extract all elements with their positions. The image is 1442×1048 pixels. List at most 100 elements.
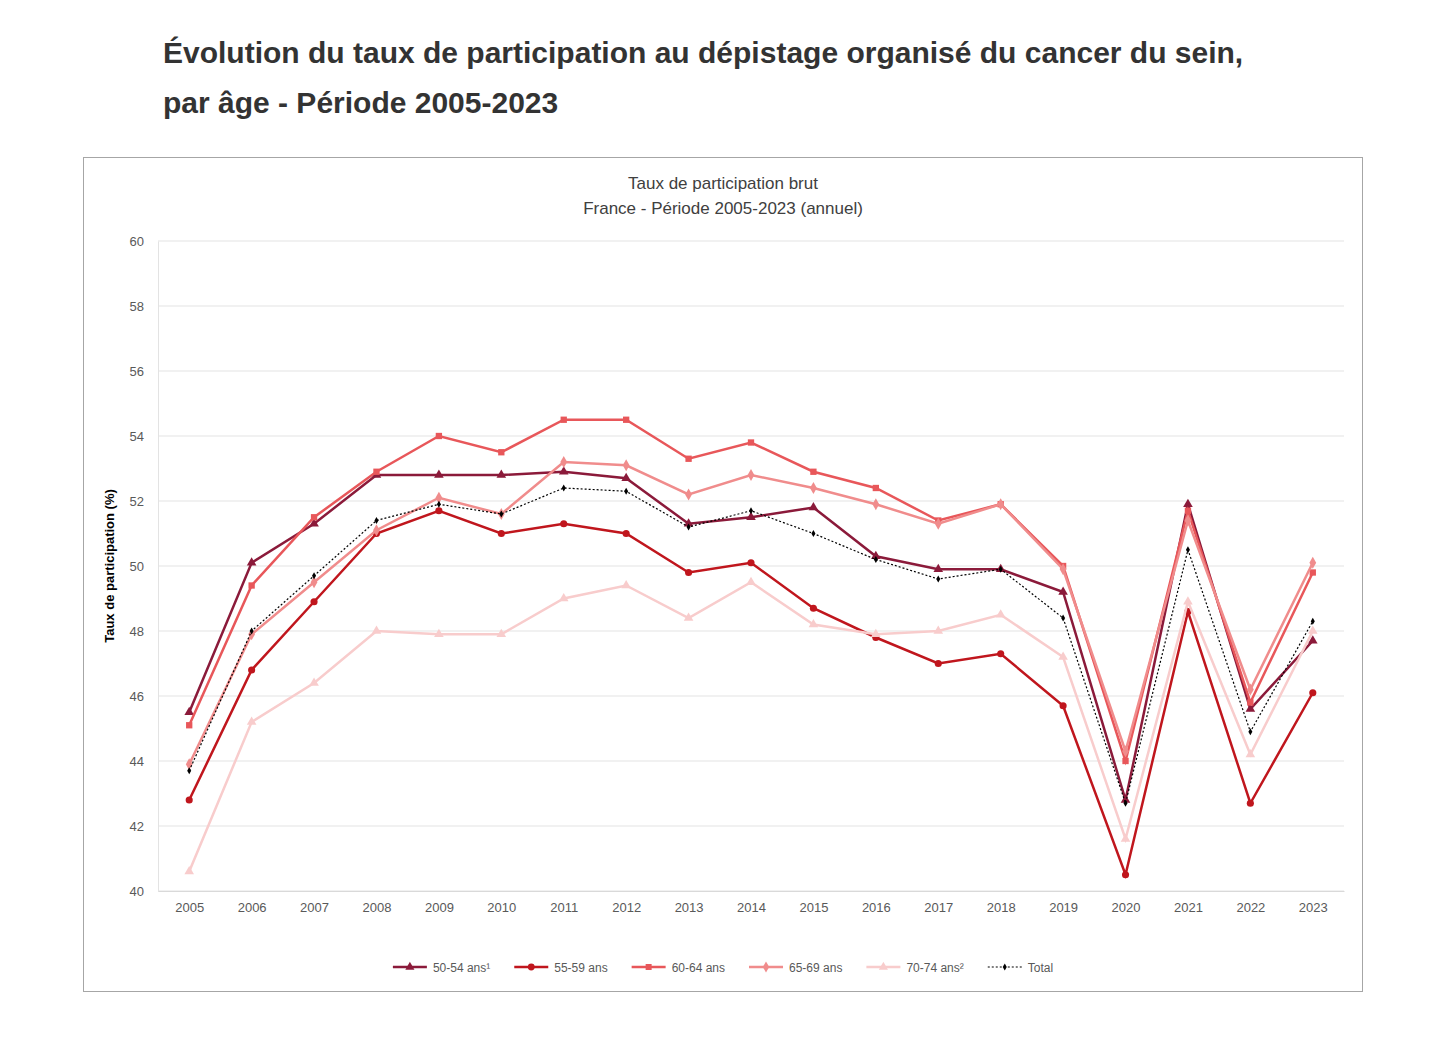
x-axis-line bbox=[159, 891, 1345, 892]
legend-label: 50-54 ans¹ bbox=[433, 961, 490, 975]
x-tick-label: 2012 bbox=[612, 900, 641, 915]
series-marker bbox=[1121, 833, 1131, 841]
series-marker bbox=[311, 514, 317, 520]
series-marker bbox=[996, 564, 1006, 572]
series-marker bbox=[1186, 546, 1190, 553]
y-tick: 52 bbox=[130, 494, 158, 509]
series bbox=[186, 507, 1317, 878]
x-tick: 2010 bbox=[487, 891, 516, 915]
series-marker bbox=[184, 707, 194, 715]
legend-label: 70-74 ans² bbox=[906, 961, 963, 975]
series-marker bbox=[248, 666, 255, 673]
series bbox=[186, 417, 1316, 765]
series bbox=[187, 485, 1315, 807]
grid-line bbox=[158, 306, 1344, 307]
legend-marker bbox=[646, 964, 652, 970]
series bbox=[186, 456, 1316, 770]
y-tick: 42 bbox=[130, 819, 158, 834]
x-axis: 2005200620072008200920102011201220132014… bbox=[159, 891, 1345, 915]
series-marker bbox=[248, 628, 255, 640]
y-tick: 48 bbox=[130, 624, 158, 639]
series-marker bbox=[684, 612, 694, 620]
series-marker bbox=[498, 449, 504, 455]
series-marker bbox=[1247, 684, 1254, 696]
y-tick-label: 44 bbox=[130, 754, 144, 769]
series-marker bbox=[996, 609, 1006, 617]
series-marker bbox=[499, 511, 503, 518]
series-marker bbox=[748, 439, 754, 445]
series-marker bbox=[1058, 651, 1068, 659]
grid-line bbox=[158, 826, 1344, 827]
series-marker bbox=[1247, 800, 1254, 807]
x-tick-label: 2023 bbox=[1299, 900, 1328, 915]
y-tick: 50 bbox=[130, 559, 158, 574]
x-tick: 2017 bbox=[924, 891, 953, 915]
series-marker bbox=[748, 469, 755, 481]
x-tick-label: 2008 bbox=[363, 900, 392, 915]
series-marker bbox=[562, 485, 566, 492]
series-marker bbox=[310, 598, 317, 605]
x-tick: 2022 bbox=[1236, 891, 1265, 915]
chart-frame bbox=[84, 158, 1363, 992]
series-marker bbox=[810, 469, 816, 475]
x-tick-label: 2009 bbox=[425, 900, 454, 915]
page-heading: Évolution du taux de participation au dé… bbox=[163, 28, 1293, 128]
legend-entry: 60-64 ans bbox=[632, 961, 725, 975]
series-marker bbox=[434, 469, 444, 477]
y-tick-label: 56 bbox=[130, 364, 144, 379]
series-marker bbox=[685, 456, 691, 462]
series-marker bbox=[621, 473, 631, 481]
series-marker bbox=[809, 619, 819, 627]
series-marker bbox=[933, 564, 943, 572]
x-tick-label: 2007 bbox=[300, 900, 329, 915]
series-marker bbox=[1185, 508, 1191, 514]
series-marker bbox=[497, 469, 507, 477]
y-tick-label: 48 bbox=[130, 624, 144, 639]
x-tick: 2008 bbox=[363, 891, 392, 915]
series-marker bbox=[997, 650, 1004, 657]
grid-line bbox=[158, 631, 1344, 632]
series-marker bbox=[997, 498, 1004, 510]
legend-marker bbox=[879, 962, 888, 970]
x-tick: 2006 bbox=[238, 891, 267, 915]
series-marker bbox=[746, 577, 756, 585]
series-marker bbox=[935, 660, 942, 667]
y-axis-title: Taux de participation (%) bbox=[102, 489, 117, 643]
y-axis: 4042444648505254565860 bbox=[130, 234, 159, 899]
x-tick-label: 2017 bbox=[924, 900, 953, 915]
y-tick-label: 42 bbox=[130, 819, 144, 834]
series-marker bbox=[312, 572, 316, 579]
series-marker bbox=[561, 417, 567, 423]
legend: 50-54 ans¹55-59 ans60-64 ans65-69 ans70-… bbox=[393, 961, 1053, 975]
series-marker bbox=[250, 628, 254, 635]
series-marker bbox=[935, 518, 942, 530]
series-marker bbox=[1122, 758, 1128, 764]
series-marker bbox=[186, 796, 193, 803]
x-tick: 2014 bbox=[737, 891, 766, 915]
legend-label: Total bbox=[1028, 961, 1053, 975]
series-marker bbox=[624, 488, 628, 495]
x-tick-label: 2005 bbox=[175, 900, 204, 915]
series-marker bbox=[437, 501, 441, 508]
y-tick: 40 bbox=[130, 884, 158, 899]
series-marker bbox=[872, 498, 879, 510]
x-tick-label: 2018 bbox=[987, 900, 1016, 915]
legend-entry: 55-59 ans bbox=[514, 961, 607, 975]
chart: Taux de participation brutFrance - Pério… bbox=[0, 0, 1442, 1048]
series-marker bbox=[1309, 557, 1316, 569]
x-tick: 2013 bbox=[675, 891, 704, 915]
y-tick-label: 58 bbox=[130, 299, 144, 314]
y-tick: 44 bbox=[130, 754, 158, 769]
grid-line bbox=[158, 696, 1344, 697]
x-tick-label: 2006 bbox=[238, 900, 267, 915]
x-tick: 2018 bbox=[987, 891, 1016, 915]
y-tick-label: 46 bbox=[130, 689, 144, 704]
x-tick: 2019 bbox=[1049, 891, 1078, 915]
series-marker bbox=[810, 605, 817, 612]
x-tick: 2012 bbox=[612, 891, 641, 915]
x-tick: 2007 bbox=[300, 891, 329, 915]
series-marker bbox=[874, 556, 878, 563]
series-marker bbox=[1310, 569, 1316, 575]
legend-label: 55-59 ans bbox=[554, 961, 607, 975]
series-marker bbox=[186, 722, 192, 728]
